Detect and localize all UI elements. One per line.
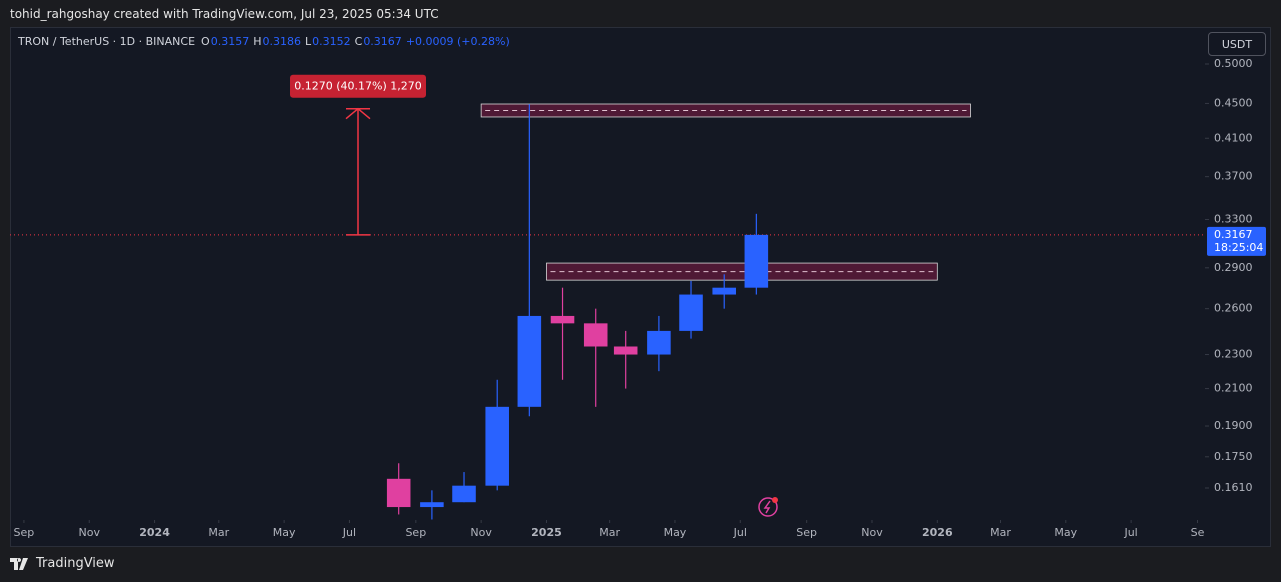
ohlc-key: C: [354, 35, 363, 48]
y-tick-label: 0.2600: [1214, 302, 1253, 315]
currency-button[interactable]: USDT: [1208, 32, 1266, 56]
candle-body: [679, 294, 703, 331]
x-tick-label: Mar: [208, 526, 229, 539]
measure-label: 0.1270 (40.17%) 1,270: [294, 80, 422, 93]
candle-body: [613, 346, 638, 355]
x-tick-label: Sep: [14, 526, 35, 539]
symbol: TRON / TetherUS · 1D · BINANCE: [18, 35, 196, 48]
candle-body: [583, 323, 608, 347]
x-tick-label: Mar: [990, 526, 1011, 539]
candle-body: [420, 502, 444, 508]
candle-body: [647, 330, 671, 355]
x-tick-label: May: [1054, 526, 1077, 539]
y-tick-label: 0.3300: [1214, 212, 1253, 225]
chart-panel: [10, 27, 1271, 547]
zone: [480, 103, 971, 118]
x-tick-label: 2025: [531, 526, 562, 539]
alert-icon[interactable]: [758, 497, 778, 517]
x-tick-label: 2026: [922, 526, 953, 539]
y-tick-label: 0.4500: [1214, 96, 1253, 109]
candle-body: [712, 287, 736, 295]
x-tick-label: Nov: [79, 526, 101, 539]
price-badge-value: 0.3167: [1214, 228, 1253, 241]
candle-body: [452, 485, 476, 503]
y-tick-label: 0.1900: [1214, 419, 1253, 432]
x-tick-label: Jul: [1123, 526, 1137, 539]
ohlc-key: O: [201, 35, 210, 48]
ohlc-value: 0.3152: [312, 35, 351, 48]
x-tick-label: Sep: [405, 526, 426, 539]
icon-dot: [772, 497, 778, 503]
x-tick-label: 2024: [139, 526, 170, 539]
y-tick-label: 0.1750: [1214, 450, 1253, 463]
footer: TradingView: [10, 556, 115, 571]
x-tick-label: May: [273, 526, 296, 539]
ohlc-value: 0.3157: [210, 35, 250, 48]
ohlc-key: H: [253, 35, 262, 48]
brand: TradingView: [36, 556, 115, 571]
x-tick-label: May: [664, 526, 687, 539]
x-tick-label: Se: [1191, 526, 1205, 539]
candle-body: [386, 478, 411, 508]
candle-body: [517, 315, 542, 407]
measure-box: [290, 74, 427, 98]
x-tick-label: Nov: [470, 526, 492, 539]
y-tick-label: 0.2300: [1214, 348, 1253, 361]
ohlc-key: L: [304, 35, 312, 48]
y-tick-label: 0.1610: [1214, 481, 1253, 494]
y-tick-label: 0.2900: [1214, 261, 1253, 274]
brand-logo: [10, 557, 28, 570]
symbol-legend: TRON / TetherUS · 1D · BINANCE O0.3157 H0.…: [18, 35, 514, 48]
y-tick-label: 0.3700: [1214, 170, 1253, 183]
x-tick-label: Sep: [796, 526, 817, 539]
x-tick-label: Mar: [599, 526, 620, 539]
price-badge: [1207, 226, 1266, 256]
icon-bolt: [763, 500, 771, 514]
change: +0.0009 (+0.28%): [405, 35, 510, 48]
y-tick-label: 0.2100: [1214, 382, 1253, 395]
credit: tohid_rahgoshay created with TradingView…: [10, 7, 439, 21]
plot-area: 0.1270 (40.17%) 1,270: [10, 74, 1205, 520]
ohlc-value: 0.3167: [363, 35, 402, 48]
ohlc-value: 0.3186: [262, 35, 301, 48]
y-tick-label: 0.5000: [1214, 57, 1253, 70]
candle-body: [485, 406, 509, 486]
ohlc: O0.3157 H0.3186 L0.3152 C0.3167: [201, 35, 406, 48]
price-badge-countdown: 18:25:04: [1214, 241, 1263, 254]
x-tick-label: Jul: [733, 526, 747, 539]
candle-body: [744, 234, 769, 288]
candle-body: [550, 315, 575, 324]
x-tick-label: Nov: [861, 526, 883, 539]
y-tick-label: 0.4100: [1214, 131, 1253, 144]
measure-arrow: [345, 107, 371, 120]
x-tick-label: Jul: [342, 526, 356, 539]
icon-ring: [758, 497, 778, 517]
